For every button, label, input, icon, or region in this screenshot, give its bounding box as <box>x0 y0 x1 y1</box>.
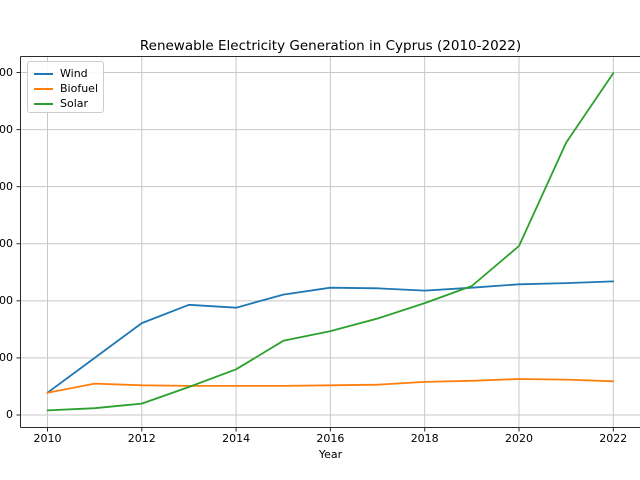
x-tick-label: 2010 <box>33 432 62 445</box>
legend: Wind Biofuel Solar <box>27 61 104 113</box>
x-tick-label: 2014 <box>222 432 251 445</box>
x-tick-label: 2022 <box>599 432 628 445</box>
legend-entry-solar: Solar <box>28 96 103 111</box>
legend-entry-wind: Wind <box>28 66 103 81</box>
legend-label-solar: Solar <box>60 97 89 110</box>
y-tick-label: 600 <box>0 65 13 79</box>
y-tick-label: 500 <box>0 122 13 136</box>
y-tick-label: 200 <box>0 293 13 307</box>
wind-line-sample-icon <box>34 72 53 75</box>
y-tick-label: 100 <box>0 350 13 364</box>
legend-label-biofuel: Biofuel <box>60 82 99 95</box>
x-axis-label: Year <box>318 448 343 461</box>
legend-entry-biofuel: Biofuel <box>28 81 103 96</box>
chart-title: Renewable Electricity Generation in Cypr… <box>139 38 522 54</box>
y-tick-label: 400 <box>0 179 13 193</box>
y-tick-label: 300 <box>0 236 13 250</box>
x-tick-label: 2016 <box>316 432 345 445</box>
x-tick-label: 2012 <box>127 432 156 445</box>
x-tick-label: 2020 <box>505 432 533 445</box>
y-tick-label: 0 <box>6 408 13 421</box>
x-tick-label: 2018 <box>410 432 439 445</box>
biofuel-line-sample-icon <box>34 87 53 90</box>
legend-label-wind: Wind <box>60 67 88 80</box>
solar-line-sample-icon <box>34 102 53 105</box>
